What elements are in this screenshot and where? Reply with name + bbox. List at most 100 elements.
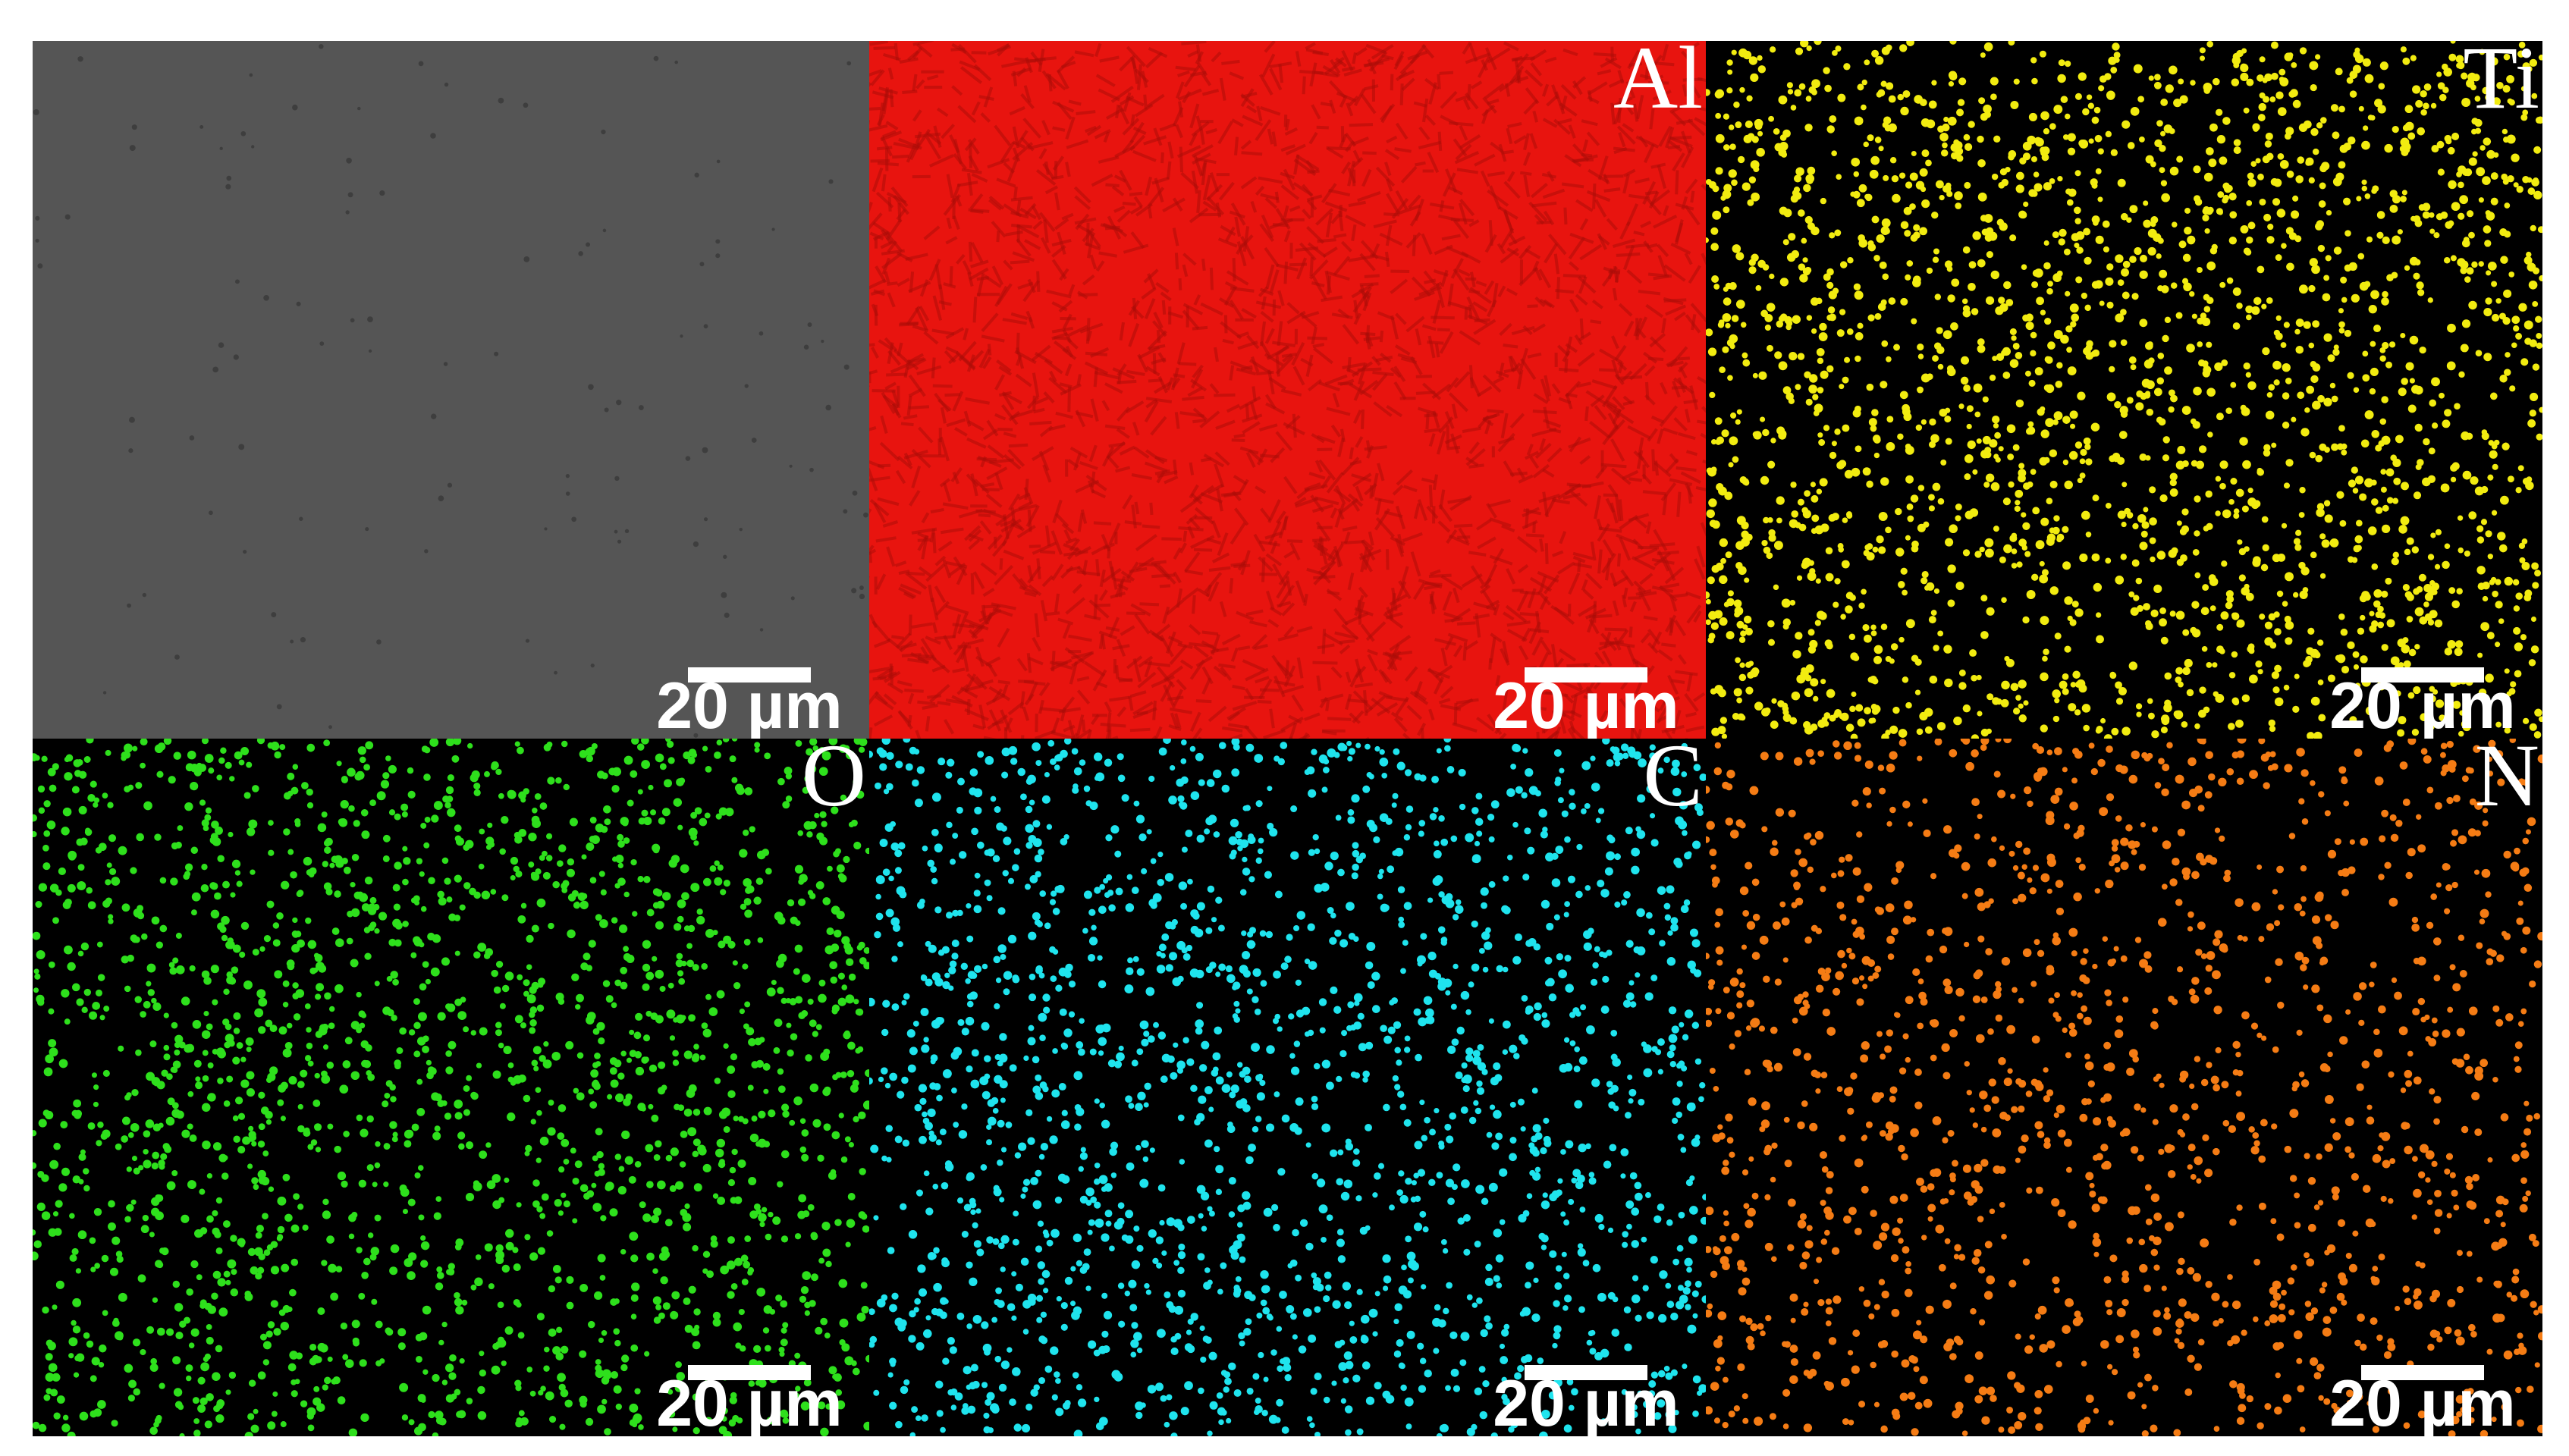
signal-dot <box>2295 345 2304 354</box>
signal-dot <box>1826 125 1835 133</box>
texture <box>1304 712 1321 721</box>
texture <box>1544 375 1552 397</box>
texture <box>1562 274 1586 278</box>
signal-dot <box>2168 406 2175 413</box>
signal-dot <box>2170 282 2178 289</box>
texture <box>1195 51 1204 64</box>
signal-dot <box>1763 516 1770 524</box>
signal-dot <box>2149 537 2156 544</box>
texture <box>869 727 873 739</box>
texture <box>1233 475 1248 485</box>
texture <box>1316 125 1329 130</box>
texture <box>951 85 963 96</box>
texture <box>1144 298 1156 320</box>
texture <box>1013 186 1018 199</box>
texture <box>1099 569 1106 588</box>
texture <box>996 231 1000 243</box>
signal-dot <box>2009 234 2017 242</box>
texture <box>1052 499 1063 524</box>
signal-dot <box>2128 591 2135 598</box>
texture <box>1222 338 1234 345</box>
signal-dot <box>2002 371 2011 379</box>
texture <box>1405 315 1425 333</box>
surface-pit <box>614 529 618 534</box>
signal-dot <box>2422 202 2431 212</box>
texture <box>1473 601 1496 611</box>
texture <box>1324 374 1348 386</box>
signal-dot <box>2291 210 2300 219</box>
signal-dot <box>2071 601 2079 608</box>
texture <box>1267 128 1274 145</box>
signal-dot <box>2437 82 2445 89</box>
texture <box>1569 298 1580 313</box>
signal-dot <box>2062 673 2069 680</box>
texture <box>893 42 900 61</box>
signal-dot <box>2043 182 2052 191</box>
texture <box>1182 253 1197 266</box>
signal-dot <box>2419 346 2426 354</box>
texture <box>945 604 969 615</box>
texture <box>937 438 942 456</box>
signal-dot <box>2422 477 2431 487</box>
texture <box>1223 491 1242 498</box>
texture <box>1061 696 1076 714</box>
texture <box>1182 309 1200 330</box>
signal-dot <box>1809 374 1818 383</box>
signal-dot <box>2264 140 2272 148</box>
signal-dot <box>2384 143 2393 153</box>
surface-pit <box>680 334 683 338</box>
texture <box>1209 172 1220 193</box>
texture <box>1269 67 1283 91</box>
signal-dot <box>2413 272 2420 280</box>
signal-dot <box>2015 352 2023 359</box>
surface-pit <box>498 97 504 104</box>
signal-dot <box>2189 290 2195 297</box>
signal-dot <box>2504 727 2511 734</box>
texture <box>1572 154 1598 164</box>
texture <box>1044 185 1058 195</box>
texture <box>1680 471 1701 484</box>
texture <box>1326 472 1344 494</box>
signal-dot <box>2161 717 2170 726</box>
texture <box>1146 93 1165 108</box>
texture <box>1657 243 1669 258</box>
signal-dot <box>2074 441 2083 449</box>
texture <box>966 437 987 449</box>
texture <box>1353 88 1366 106</box>
texture <box>970 242 984 263</box>
texture <box>1192 595 1196 614</box>
signal-dot <box>2451 202 2461 212</box>
signal-dot <box>2495 721 2502 728</box>
texture <box>986 466 1008 481</box>
signal-dot <box>2294 544 2302 551</box>
texture <box>1293 154 1300 175</box>
signal-dot <box>1829 232 1836 239</box>
signal-dot <box>2470 476 2479 485</box>
signal-dot <box>2175 676 2182 683</box>
signal-dot <box>2025 428 2033 435</box>
texture <box>1340 240 1352 253</box>
signal-dot <box>1732 456 1739 463</box>
surface-pit <box>225 184 231 190</box>
signal-dot <box>222 880 230 889</box>
texture <box>1594 199 1607 218</box>
texture <box>971 51 987 55</box>
signal-dot <box>2243 107 2250 114</box>
texture <box>1098 155 1120 164</box>
signal-dot <box>2171 547 2178 554</box>
signal-dot <box>2524 589 2533 598</box>
signal-dot <box>1857 718 1866 727</box>
texture <box>1390 315 1399 340</box>
signal-dot <box>2327 674 2335 682</box>
texture <box>1365 43 1387 55</box>
texture <box>1532 463 1550 479</box>
texture <box>1395 312 1407 325</box>
signal-dot <box>563 1159 570 1165</box>
texture <box>953 641 966 656</box>
signal-dot <box>1815 41 1822 46</box>
texture <box>1384 162 1392 177</box>
signal-dot <box>2191 601 2200 609</box>
texture <box>1620 569 1635 587</box>
signal-dot <box>1919 99 1927 107</box>
signal-dot <box>2115 313 2125 323</box>
